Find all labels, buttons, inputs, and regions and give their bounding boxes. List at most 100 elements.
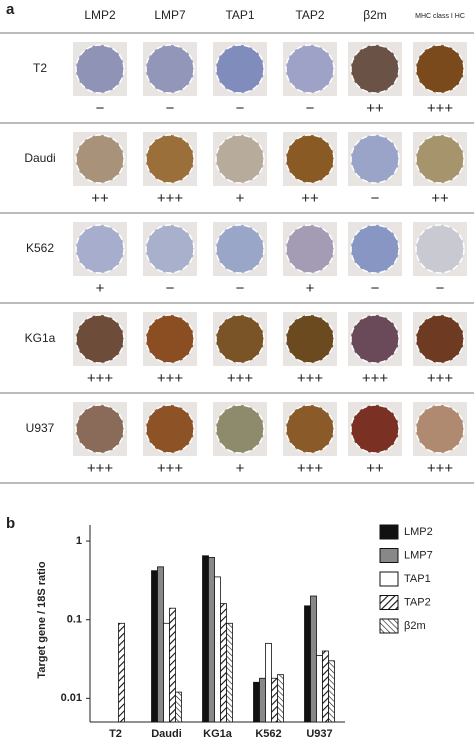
panel-label: a	[6, 1, 15, 18]
score: −	[436, 280, 445, 297]
score: −	[166, 100, 175, 117]
legend-swatch	[379, 571, 399, 587]
tissue-core	[75, 134, 125, 184]
score: −	[166, 280, 175, 297]
score: +++	[87, 370, 114, 387]
row-label: KG1a	[25, 331, 56, 345]
row-label: Daudi	[24, 151, 55, 165]
score: +++	[297, 460, 324, 477]
column-header: LMP2	[84, 8, 116, 22]
tissue-core	[215, 404, 265, 454]
row-label: K562	[26, 241, 54, 255]
tissue-core	[215, 134, 265, 184]
score: +	[306, 280, 315, 297]
bar	[151, 570, 158, 723]
score: +++	[87, 460, 114, 477]
tissue-core	[350, 224, 400, 274]
tissue-core	[145, 404, 195, 454]
bar	[271, 677, 278, 723]
tissue-core	[350, 404, 400, 454]
x-tick-label: Daudi	[151, 728, 182, 740]
tissue-core	[350, 314, 400, 364]
tissue-core	[285, 314, 335, 364]
tissue-core	[145, 314, 195, 364]
score: +++	[157, 460, 184, 477]
score: +++	[227, 370, 254, 387]
legend-label: LMP2	[404, 526, 433, 538]
y-tick-label: 0.1	[67, 614, 82, 626]
tissue-core	[415, 44, 465, 94]
column-header: LMP7	[154, 8, 186, 22]
legend-swatch	[379, 595, 399, 610]
score: −	[236, 280, 245, 297]
tissue-core	[75, 314, 125, 364]
row-label: U937	[26, 421, 55, 435]
panel-label: b	[6, 515, 15, 532]
score: +++	[157, 370, 184, 387]
bar	[175, 691, 182, 723]
tissue-core	[285, 134, 335, 184]
column-header: TAP2	[295, 8, 324, 22]
bar	[310, 595, 317, 723]
bar	[163, 622, 170, 723]
bar	[226, 622, 233, 723]
score: +++	[427, 100, 454, 117]
score: ++	[431, 190, 449, 207]
score: −	[371, 280, 380, 297]
tissue-core	[215, 224, 265, 274]
row-label: T2	[33, 61, 47, 75]
bar	[259, 677, 266, 723]
bar	[265, 642, 272, 723]
legend-label: β2m	[404, 620, 426, 632]
tissue-core	[75, 44, 125, 94]
x-tick-label: U937	[306, 728, 332, 740]
legend-label: LMP7	[404, 549, 433, 561]
x-tick-label: K562	[255, 728, 281, 740]
bar	[214, 576, 221, 723]
tissue-core	[75, 404, 125, 454]
score: +	[236, 460, 245, 477]
x-tick-label: T2	[109, 728, 122, 740]
score: +++	[297, 370, 324, 387]
tissue-core	[145, 224, 195, 274]
score: −	[96, 100, 105, 117]
bar	[277, 674, 284, 723]
bar	[169, 607, 176, 723]
score: +++	[427, 370, 454, 387]
legend-label: TAP2	[404, 596, 431, 608]
score: +++	[427, 460, 454, 477]
x-tick-label: KG1a	[203, 728, 233, 740]
tissue-core	[415, 134, 465, 184]
tissue-core	[415, 314, 465, 364]
bar	[118, 622, 125, 723]
score: ++	[366, 100, 384, 117]
score: −	[306, 100, 315, 117]
column-header: TAP1	[225, 8, 254, 22]
bar	[220, 603, 227, 723]
legend-swatch	[379, 548, 399, 563]
tissue-core	[285, 404, 335, 454]
legend-swatch	[379, 618, 399, 634]
tissue-core	[145, 134, 195, 184]
legend-swatch	[379, 524, 399, 540]
score: ++	[366, 460, 384, 477]
score: +++	[362, 370, 389, 387]
score: +	[96, 280, 105, 297]
bar	[157, 566, 164, 723]
score: ++	[301, 190, 319, 207]
bar	[304, 605, 311, 723]
tissue-core	[215, 314, 265, 364]
score: −	[236, 100, 245, 117]
tissue-core	[415, 224, 465, 274]
tissue-core	[350, 134, 400, 184]
tissue-core	[285, 44, 335, 94]
score: +	[236, 190, 245, 207]
legend-label: TAP1	[404, 573, 431, 585]
column-header: MHC class I HC	[415, 13, 465, 20]
bar	[253, 681, 260, 723]
y-axis-label: Target gene / 18S ratio	[36, 561, 48, 678]
tissue-core	[285, 224, 335, 274]
bar	[322, 650, 329, 723]
tissue-core	[75, 224, 125, 274]
